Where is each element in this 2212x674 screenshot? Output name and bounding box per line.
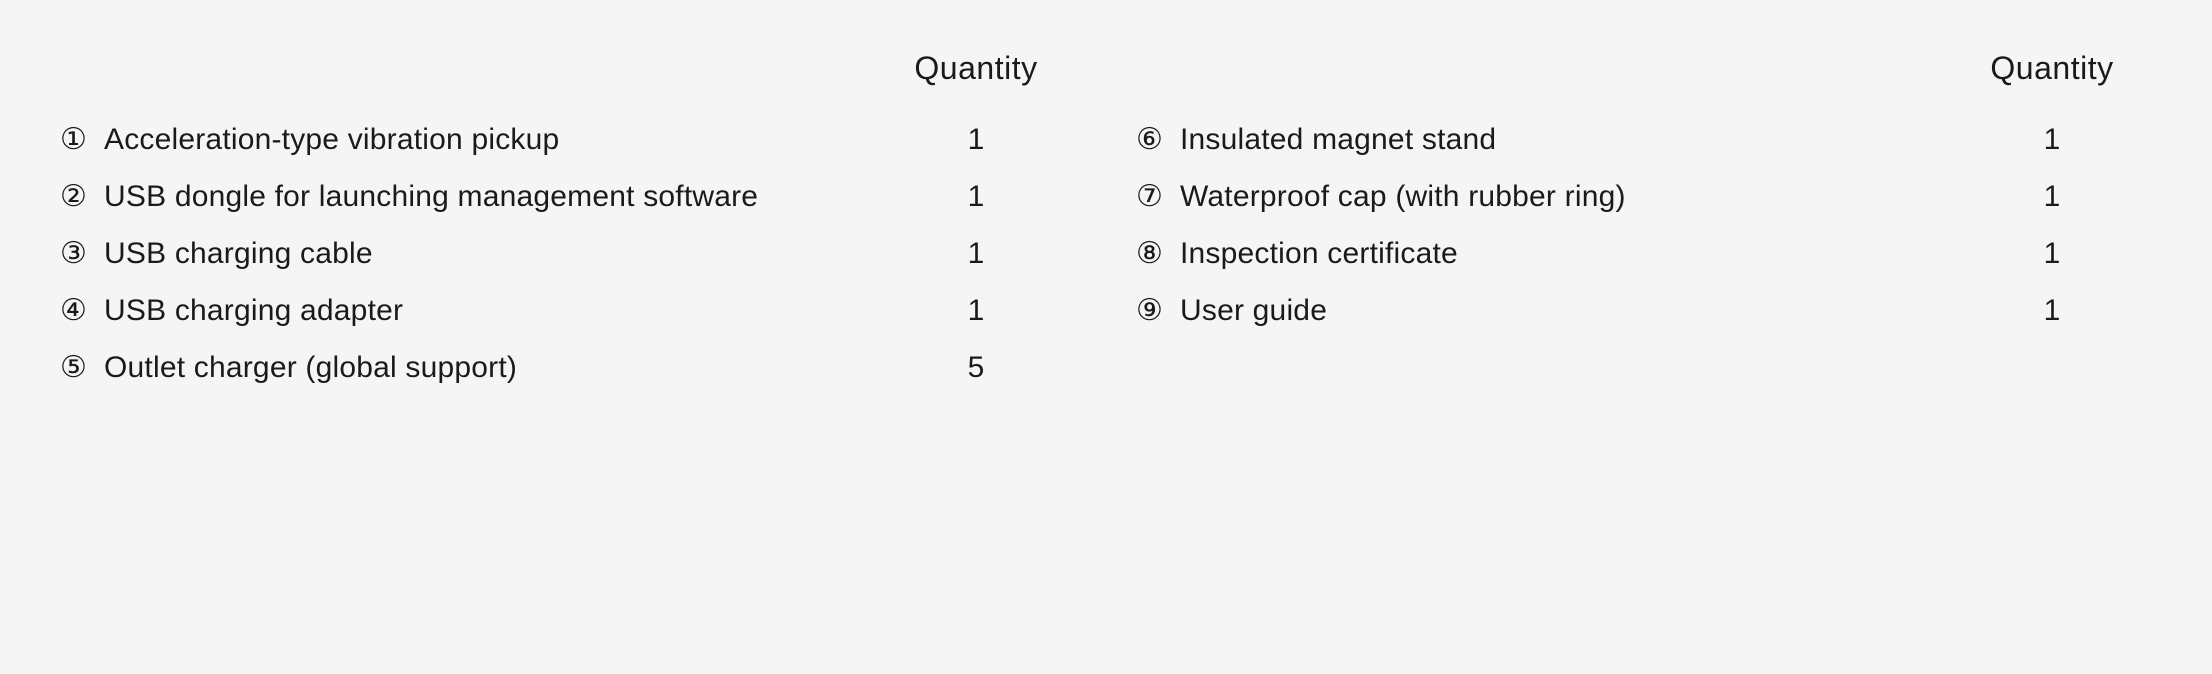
table-row: ⑦ Waterproof cap (with rubber ring) 1 xyxy=(1136,179,2132,214)
table-row: ② USB dongle for launching management so… xyxy=(60,179,1056,214)
quantity-header-right: Quantity xyxy=(1972,50,2132,87)
item-qty: 1 xyxy=(1972,237,2132,271)
item-qty: 1 xyxy=(896,180,1056,214)
item-label: USB charging adapter xyxy=(104,294,896,328)
item-label: Outlet charger (global support) xyxy=(104,351,896,385)
item-label: USB charging cable xyxy=(104,237,896,271)
item-qty: 1 xyxy=(1972,123,2132,157)
table-row: ⑤ Outlet charger (global support) 5 xyxy=(60,350,1056,385)
table-row: ⑥ Insulated magnet stand 1 xyxy=(1136,122,2132,157)
item-qty: 1 xyxy=(896,237,1056,271)
right-header-row: Quantity xyxy=(1136,50,2132,94)
item-marker: ⑥ xyxy=(1136,122,1180,157)
table-row: ⑧ Inspection certificate 1 xyxy=(1136,236,2132,271)
item-label: User guide xyxy=(1180,294,1972,328)
item-qty: 1 xyxy=(1972,180,2132,214)
right-rows: ⑥ Insulated magnet stand 1 ⑦ Waterproof … xyxy=(1136,122,2132,328)
table-row: ④ USB charging adapter 1 xyxy=(60,293,1056,328)
item-marker: ① xyxy=(60,122,104,157)
right-column: Quantity ⑥ Insulated magnet stand 1 ⑦ Wa… xyxy=(1136,50,2132,614)
item-qty: 1 xyxy=(896,123,1056,157)
item-label: Acceleration-type vibration pickup xyxy=(104,123,896,157)
item-qty: 1 xyxy=(1972,294,2132,328)
item-marker: ⑦ xyxy=(1136,179,1180,214)
item-label: Inspection certificate xyxy=(1180,237,1972,271)
table-row: ⑨ User guide 1 xyxy=(1136,293,2132,328)
left-column: Quantity ① Acceleration-type vibration p… xyxy=(60,50,1056,614)
item-marker: ⑨ xyxy=(1136,293,1180,328)
item-marker: ⑤ xyxy=(60,350,104,385)
item-label: Insulated magnet stand xyxy=(1180,123,1972,157)
item-label: USB dongle for launching management soft… xyxy=(104,180,896,214)
left-header-row: Quantity xyxy=(60,50,1056,94)
item-marker: ③ xyxy=(60,236,104,271)
left-rows: ① Acceleration-type vibration pickup 1 ②… xyxy=(60,122,1056,385)
item-marker: ④ xyxy=(60,293,104,328)
item-qty: 5 xyxy=(896,351,1056,385)
item-marker: ② xyxy=(60,179,104,214)
quantity-header-left: Quantity xyxy=(896,50,1056,87)
item-qty: 1 xyxy=(896,294,1056,328)
table-row: ① Acceleration-type vibration pickup 1 xyxy=(60,122,1056,157)
item-marker: ⑧ xyxy=(1136,236,1180,271)
table-row: ③ USB charging cable 1 xyxy=(60,236,1056,271)
item-label: Waterproof cap (with rubber ring) xyxy=(1180,180,1972,214)
package-contents-table: Quantity ① Acceleration-type vibration p… xyxy=(0,0,2212,674)
